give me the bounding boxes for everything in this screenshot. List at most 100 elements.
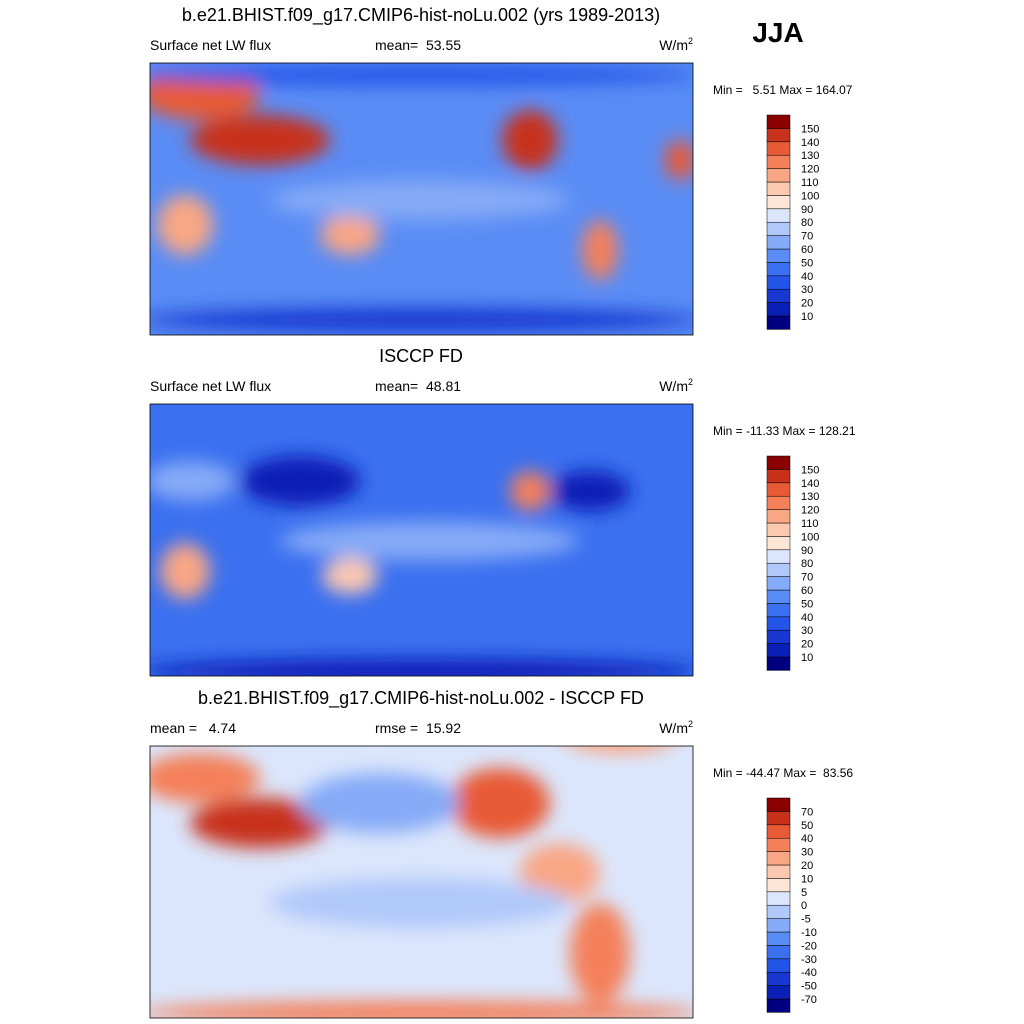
left-label: Surface net LW flux bbox=[150, 378, 271, 394]
colorbar-box bbox=[766, 837, 791, 852]
colorbar-label: 30 bbox=[801, 847, 813, 859]
colorbar-box bbox=[766, 864, 791, 879]
units-base: W/m bbox=[659, 720, 688, 736]
field-blob bbox=[160, 543, 210, 599]
colorbar-box bbox=[766, 288, 791, 303]
colorbar-box bbox=[766, 958, 791, 973]
field-blob bbox=[150, 1001, 693, 1018]
colorbar-label: 10 bbox=[801, 311, 813, 323]
panel: b.e21.BHIST.f09_g17.CMIP6-hist-noLu.002 … bbox=[149, 5, 853, 336]
min-max: Min = 5.51 Max = 164.07 bbox=[713, 83, 853, 97]
colorbar-box bbox=[766, 275, 791, 290]
colorbar-box bbox=[766, 931, 791, 946]
colorbar-label: 40 bbox=[801, 833, 813, 845]
map bbox=[150, 746, 693, 1018]
colorbar-box bbox=[766, 128, 791, 143]
colorbar-label: 80 bbox=[801, 558, 813, 570]
panel-title: b.e21.BHIST.f09_g17.CMIP6-hist-noLu.002 … bbox=[198, 688, 644, 709]
map-field bbox=[150, 456, 693, 676]
colorbar-label: 40 bbox=[801, 612, 813, 624]
center-label: mean= 53.55 bbox=[375, 37, 461, 53]
map-field bbox=[150, 65, 693, 332]
colorbar-label: 60 bbox=[801, 244, 813, 256]
colorbar-label: -30 bbox=[801, 954, 817, 966]
colorbar-box bbox=[766, 262, 791, 277]
colorbar-box bbox=[766, 643, 791, 658]
colorbar-box bbox=[766, 945, 791, 960]
colorbar-label: 70 bbox=[801, 572, 813, 584]
colorbar-box bbox=[766, 495, 791, 510]
center-label: rmse = 15.92 bbox=[375, 720, 461, 736]
colorbar-box bbox=[766, 656, 791, 671]
field-blob bbox=[665, 140, 693, 180]
colorbar-box bbox=[766, 482, 791, 497]
colorbar-label: 50 bbox=[801, 598, 813, 610]
colorbar-label: 130 bbox=[801, 150, 819, 162]
map bbox=[150, 63, 693, 335]
colorbar-label: 40 bbox=[801, 271, 813, 283]
colorbar-label: 10 bbox=[801, 652, 813, 664]
colorbar-box bbox=[766, 797, 791, 812]
units-sup: 2 bbox=[688, 36, 693, 46]
colorbar-box bbox=[766, 918, 791, 933]
units-base: W/m bbox=[659, 37, 688, 53]
colorbar-box bbox=[766, 878, 791, 893]
colorbar-box bbox=[766, 629, 791, 644]
colorbar-box bbox=[766, 248, 791, 263]
colorbar-box bbox=[766, 589, 791, 604]
colorbar-box bbox=[766, 851, 791, 866]
field-blob bbox=[322, 558, 378, 594]
colorbar-label: 140 bbox=[801, 478, 819, 490]
colorbar-label: 140 bbox=[801, 137, 819, 149]
colorbar-label: -10 bbox=[801, 927, 817, 939]
colorbar-label: 5 bbox=[801, 887, 807, 899]
field-blob bbox=[280, 521, 580, 561]
map-frame bbox=[149, 745, 694, 1019]
panel-title: b.e21.BHIST.f09_g17.CMIP6-hist-noLu.002 … bbox=[182, 5, 660, 26]
colorbar-box bbox=[766, 154, 791, 169]
field-blob bbox=[150, 753, 260, 803]
colorbar-label: 110 bbox=[801, 177, 819, 189]
colorbar-label: 20 bbox=[801, 860, 813, 872]
colorbar-box bbox=[766, 221, 791, 236]
colorbar-label: 70 bbox=[801, 231, 813, 243]
colorbar-box bbox=[766, 114, 791, 129]
colorbar-label: 90 bbox=[801, 204, 813, 216]
season-label: JJA bbox=[752, 17, 803, 48]
colorbar-label: 120 bbox=[801, 164, 819, 176]
field-blob bbox=[150, 65, 693, 85]
field-blob bbox=[502, 110, 558, 170]
colorbar-box bbox=[766, 985, 791, 1000]
field-blob bbox=[270, 180, 570, 220]
units: W/m2 bbox=[659, 36, 693, 53]
colorbar-box bbox=[766, 195, 791, 210]
colorbar-box bbox=[766, 235, 791, 250]
colorbar-label: 20 bbox=[801, 639, 813, 651]
colorbar-box bbox=[766, 522, 791, 537]
field-blob bbox=[582, 220, 618, 280]
units: W/m2 bbox=[659, 377, 693, 394]
panel: ISCCP FD Surface net LW flux mean= 48.81 W/… bbox=[149, 346, 856, 677]
colorbar-box bbox=[766, 141, 791, 156]
colorbar-label: 30 bbox=[801, 284, 813, 296]
colorbar-label: 20 bbox=[801, 298, 813, 310]
field-blob bbox=[270, 878, 570, 928]
colorbar-box bbox=[766, 811, 791, 826]
field-blob bbox=[157, 195, 213, 255]
field-blob bbox=[240, 456, 360, 506]
colorbar-label: 100 bbox=[801, 531, 819, 543]
colorbar-box bbox=[766, 998, 791, 1013]
field-blob bbox=[150, 308, 693, 332]
colorbar-box bbox=[766, 469, 791, 484]
colorbar-box bbox=[766, 576, 791, 591]
colorbar-box bbox=[766, 562, 791, 577]
colorbar-label: 0 bbox=[801, 900, 807, 912]
colorbar-box bbox=[766, 536, 791, 551]
left-label: Surface net LW flux bbox=[150, 37, 271, 53]
field-blob bbox=[450, 768, 550, 838]
colorbar-label: -40 bbox=[801, 967, 817, 979]
colorbar-label: 70 bbox=[801, 806, 813, 818]
field-blob bbox=[150, 461, 235, 501]
colorbar-label: -20 bbox=[801, 940, 817, 952]
